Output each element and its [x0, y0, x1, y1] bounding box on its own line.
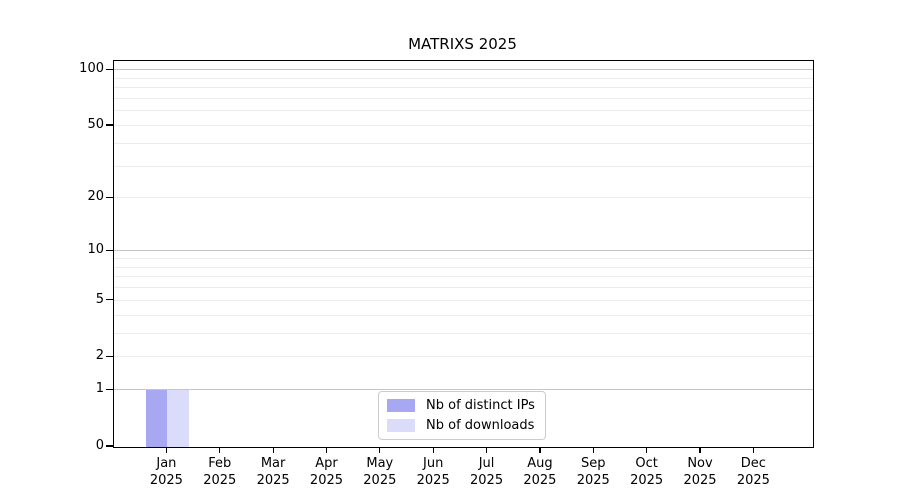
- x-tick-jun: [432, 447, 434, 454]
- gridline-minor-7: [114, 276, 813, 278]
- x-tick-label-mar: Mar 2025: [256, 456, 290, 488]
- y-tick-label-10: 10: [87, 242, 104, 258]
- gridline-minor-90: [114, 77, 813, 79]
- gridline-major-10: [114, 250, 813, 252]
- y-tick-50: [106, 124, 113, 126]
- legend-swatch-distinct-ips-icon: [387, 399, 415, 412]
- x-tick-mar: [272, 447, 274, 454]
- gridline-major-1: [114, 389, 813, 391]
- y-tick-label-100: 100: [79, 61, 104, 77]
- x-tick-nov: [699, 447, 701, 454]
- gridline-minor-30: [114, 165, 813, 167]
- x-tick-sep: [592, 447, 594, 454]
- gridline-minor-20: [114, 197, 813, 199]
- y-tick-label-2: 2: [95, 348, 104, 364]
- y-tick-label-0: 0: [95, 438, 104, 453]
- gridline-minor-4: [114, 314, 813, 316]
- x-tick-label-aug: Aug 2025: [523, 456, 557, 488]
- x-tick-label-feb: Feb 2025: [203, 456, 237, 488]
- y-tick-1: [106, 388, 113, 390]
- x-tick-label-dec: Dec 2025: [736, 456, 770, 488]
- legend-swatch-downloads-icon: [387, 419, 415, 432]
- x-tick-jan: [165, 447, 167, 454]
- y-tick-label-5: 5: [95, 291, 104, 307]
- x-tick-label-oct: Oct 2025: [630, 456, 664, 488]
- y-tick-0: [106, 445, 113, 447]
- gridline-minor-2: [114, 356, 813, 358]
- bar-nb-of-distinct-ips-jan: [146, 390, 168, 447]
- y-tick-2: [106, 355, 113, 357]
- x-tick-label-may: May 2025: [363, 456, 397, 488]
- y-tick-100: [106, 68, 113, 70]
- gridline-minor-9: [114, 258, 813, 259]
- gridline-minor-3: [114, 332, 813, 334]
- x-tick-dec: [752, 447, 754, 454]
- gridline-minor-8: [114, 266, 813, 268]
- x-tick-label-apr: Apr 2025: [309, 456, 344, 488]
- legend-item-distinct-ips: Nb of distinct IPs: [387, 398, 535, 413]
- x-tick-label-nov: Nov 2025: [683, 456, 717, 488]
- x-tick-label-jul: Jul 2025: [470, 456, 504, 488]
- x-tick-may: [379, 447, 381, 454]
- gridline-minor-80: [114, 87, 813, 89]
- x-tick-jul: [485, 447, 488, 454]
- legend-label-distinct-ips: Nb of distinct IPs: [426, 398, 535, 413]
- gridline-minor-40: [114, 142, 813, 144]
- gridline-minor-5: [114, 299, 813, 301]
- gridline-minor-70: [114, 97, 813, 99]
- gridline-minor-60: [114, 110, 813, 112]
- x-tick-aug: [539, 447, 541, 454]
- y-tick-10: [106, 249, 113, 251]
- x-tick-apr: [325, 447, 328, 454]
- x-tick-oct: [646, 447, 648, 454]
- y-tick-20: [106, 196, 113, 198]
- gridline-minor-6: [114, 287, 813, 289]
- gridline-minor-50: [114, 124, 813, 126]
- legend: Nb of distinct IPs Nb of downloads: [378, 391, 546, 440]
- legend-item-downloads: Nb of downloads: [387, 418, 535, 433]
- x-tick-label-sep: Sep 2025: [576, 456, 610, 488]
- y-tick-5: [106, 299, 113, 301]
- y-tick-label-1: 1: [95, 381, 104, 397]
- x-tick-label-jun: Jun 2025: [416, 456, 450, 488]
- x-tick-label-jan: Jan 2025: [149, 456, 183, 488]
- y-tick-label-50: 50: [87, 116, 104, 132]
- bar-nb-of-downloads-jan: [167, 390, 189, 447]
- gridline-major-100: [114, 69, 813, 71]
- x-tick-feb: [219, 447, 221, 454]
- legend-label-downloads: Nb of downloads: [426, 418, 535, 433]
- y-tick-label-20: 20: [87, 189, 104, 205]
- plot-area: [113, 60, 814, 448]
- chart-title: MATRIXS 2025: [408, 35, 517, 53]
